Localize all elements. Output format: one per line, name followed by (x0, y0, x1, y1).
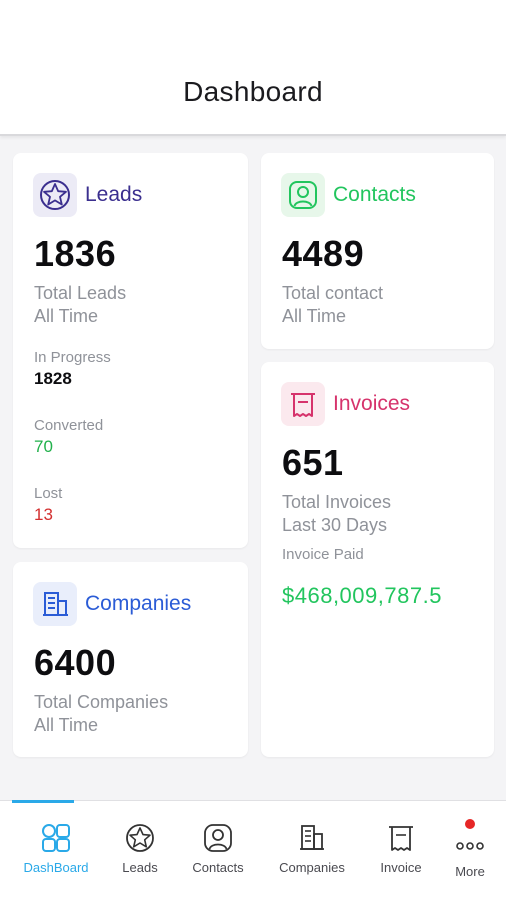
contacts-period: All Time (282, 306, 347, 326)
in-progress-label: In Progress (34, 349, 111, 366)
active-tab-indicator (12, 800, 74, 803)
leads-desc: Total Leads (34, 283, 127, 303)
leads-period: All Time (34, 306, 99, 326)
converted-value: 70 (34, 437, 53, 456)
converted-label: Converted (34, 417, 104, 434)
leads-card[interactable]: Leads 1836 Total Leads All Time In Progr… (13, 153, 248, 548)
contact-icon (281, 173, 325, 217)
invoices-card[interactable]: Invoices 651 Total Invoices Last 30 Days… (261, 362, 494, 757)
building-icon (33, 582, 77, 626)
companies-count: 6400 (34, 642, 117, 683)
lost-label: Lost (34, 485, 63, 502)
nav-label-contacts: Contacts (192, 860, 244, 875)
nav-label-companies: Companies (279, 860, 345, 875)
invoices-period: Last 30 Days (282, 515, 388, 535)
leads-count: 1836 (34, 233, 117, 274)
more-icon (425, 819, 506, 857)
star-icon (95, 823, 185, 853)
contacts-card-label: Contacts (333, 183, 416, 206)
companies-card-label: Companies (85, 592, 192, 615)
invoices-card-label: Invoices (333, 392, 411, 415)
receipt-icon (356, 823, 446, 853)
nav-item-more[interactable]: More (425, 819, 506, 879)
in-progress-value: 1828 (34, 369, 72, 388)
invoice-paid-label: Invoice Paid (282, 546, 364, 563)
lost-value: 13 (34, 505, 53, 524)
page-title: Dashboard (183, 76, 323, 107)
invoices-count: 651 (282, 442, 344, 483)
nav-label-invoice: Invoice (380, 860, 422, 875)
nav-label-leads: Leads (122, 860, 158, 875)
companies-period: All Time (34, 715, 99, 735)
nav-label-more: More (455, 864, 485, 879)
invoices-desc: Total Invoices (282, 492, 392, 512)
building-icon (267, 823, 357, 853)
nav-label-dashboard: DashBoard (23, 860, 89, 875)
nav-item-invoice[interactable]: Invoice (356, 823, 446, 875)
notification-dot (465, 819, 475, 829)
companies-desc: Total Companies (34, 692, 169, 712)
leads-card-label: Leads (85, 183, 143, 206)
bottom-nav: DashBoard Leads Contacts (0, 800, 506, 900)
app-header: Dashboard (0, 0, 506, 136)
contacts-count: 4489 (282, 233, 365, 274)
star-icon (33, 173, 77, 217)
nav-item-leads[interactable]: Leads (95, 823, 185, 875)
nav-item-companies[interactable]: Companies (267, 823, 357, 875)
invoice-paid-value: $468,009,787.5 (282, 583, 442, 608)
contacts-desc: Total contact (282, 283, 384, 303)
nav-item-contacts[interactable]: Contacts (173, 823, 263, 875)
nav-item-dashboard[interactable]: DashBoard (11, 823, 101, 875)
contacts-card[interactable]: Contacts 4489 Total contact All Time (261, 153, 494, 349)
dashboard-icon (11, 823, 101, 853)
companies-card[interactable]: Companies 6400 Total Companies All Time (13, 562, 248, 757)
contact-icon (173, 823, 263, 853)
receipt-icon (281, 382, 325, 426)
